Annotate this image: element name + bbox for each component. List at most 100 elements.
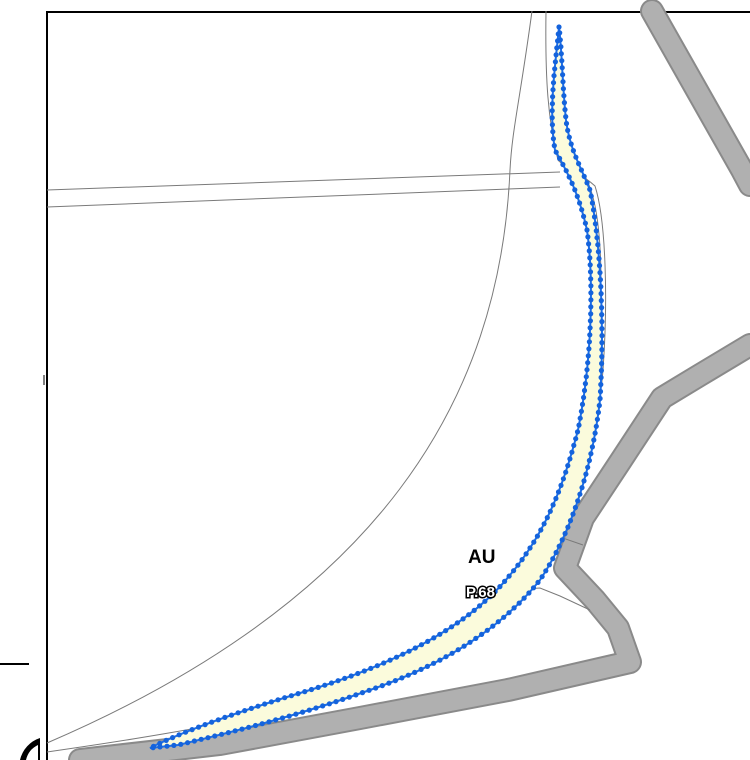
vertex-dot — [521, 595, 527, 601]
vertex-dot — [266, 719, 272, 725]
vertex-dot — [308, 686, 315, 693]
vertex-dot — [556, 543, 562, 549]
vertex-dot — [183, 729, 189, 735]
vertex-dot — [553, 495, 559, 502]
vertex-dot — [178, 741, 184, 747]
vertex-dot — [587, 332, 593, 338]
vertex-dot — [598, 367, 605, 374]
vertex-dot — [288, 693, 294, 699]
vertex-dot — [359, 690, 366, 696]
vertex-dot — [538, 527, 544, 533]
vertex-dot — [596, 256, 602, 262]
vertex-dot — [255, 703, 261, 709]
vertex-dot — [551, 143, 557, 149]
vertex-dot — [497, 584, 503, 590]
zone-label: AU — [468, 547, 495, 568]
vertex-dot — [315, 684, 321, 691]
vertex-dot — [215, 717, 221, 723]
vertex-dot — [163, 737, 169, 744]
vertex-dot — [560, 72, 566, 78]
vertex-dot — [293, 711, 299, 717]
vertex-dot — [597, 277, 604, 283]
vertex-dot — [589, 200, 596, 206]
vertex-dot — [228, 712, 235, 718]
vertex-dot — [585, 234, 591, 240]
vertex-dot — [578, 167, 585, 173]
vertex-dot — [571, 442, 577, 448]
vertex-dot — [588, 283, 594, 289]
vertex-dot — [342, 675, 348, 682]
vertex-dot — [320, 703, 326, 709]
vertex-dot — [558, 51, 564, 57]
vertex-dot — [467, 639, 473, 645]
vertex-dot — [595, 409, 602, 415]
selected-parcel[interactable] — [149, 24, 605, 751]
vertex-dot — [566, 134, 572, 140]
vertex-dot — [510, 568, 517, 574]
vertex-dot — [346, 694, 352, 700]
vertex-dot — [196, 724, 202, 730]
vertex-dot — [598, 284, 604, 290]
vertex-dot — [565, 127, 571, 133]
vertex-dot — [575, 498, 581, 504]
vertex-dot — [578, 408, 585, 414]
vertex-dot — [333, 699, 339, 705]
vertex-dot — [599, 319, 605, 325]
vertex-dot — [588, 290, 594, 296]
vertex-dot — [355, 670, 361, 677]
vertex-dot — [550, 556, 556, 562]
vertex-dot — [598, 291, 604, 297]
vertex-dot — [386, 680, 392, 686]
vertex-dot — [566, 174, 572, 180]
vertex-dot — [596, 263, 603, 269]
vertex-dot — [591, 214, 598, 220]
vertex-dot — [262, 701, 268, 707]
vertex-dot — [424, 663, 430, 670]
vertex-dot — [584, 227, 590, 233]
vertex-dot — [328, 680, 335, 686]
vertex-dot — [492, 589, 498, 595]
vertex-dot — [373, 685, 379, 691]
vertex-dot — [366, 687, 372, 693]
boundary-band — [68, 0, 750, 760]
vertex-dot — [585, 360, 591, 366]
vertex-dot — [212, 733, 218, 739]
map-frame — [46, 11, 750, 760]
vertex-dot — [586, 346, 592, 352]
vertex-dot — [374, 663, 380, 669]
vertex-dot — [418, 642, 425, 648]
vertex-dot — [592, 430, 598, 436]
vertex-dot — [562, 107, 568, 113]
vertex-dot — [353, 692, 359, 698]
vertex-dot — [586, 457, 593, 464]
vertex-dot — [268, 699, 274, 705]
vertex-dot — [150, 745, 156, 751]
vertex-dot — [556, 24, 562, 30]
vertex-dot — [546, 562, 553, 568]
vertex-dot — [563, 469, 569, 475]
vertex-dot — [399, 675, 405, 681]
vertex-dot — [515, 562, 521, 568]
vertex-dot — [588, 276, 594, 282]
vertex-dot — [599, 312, 605, 318]
vertex-dot — [437, 631, 443, 637]
north-arrow-icon — [20, 738, 40, 760]
vertex-dot — [583, 471, 589, 477]
vertex-dot — [418, 666, 424, 673]
vertex-dot — [259, 721, 265, 727]
vertex-dot — [547, 508, 553, 514]
vertex-dot — [550, 502, 556, 508]
vertex-dot — [516, 600, 522, 606]
vertex-dot — [599, 326, 605, 332]
vertex-dot — [387, 657, 393, 663]
vertex-dot — [567, 518, 574, 524]
vertex-dot — [579, 485, 585, 491]
vertex-dot — [570, 511, 576, 517]
vertex-dot — [563, 114, 569, 120]
vertex-dot — [582, 220, 589, 226]
vertex-dot — [248, 705, 254, 712]
vertex-dot — [306, 707, 312, 713]
vertex-dot — [460, 616, 466, 622]
vertex-dot — [595, 242, 601, 248]
